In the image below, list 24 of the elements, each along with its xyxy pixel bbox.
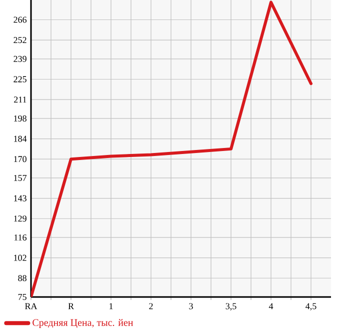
x-tick-label: 2 [149, 303, 153, 310]
y-tick-label: 102 [14, 254, 26, 261]
y-tick-label: 116 [14, 234, 27, 241]
y-tick-label: 225 [14, 76, 26, 82]
y-tick-label: 88 [18, 275, 26, 282]
y-tick-label: 143 [14, 195, 26, 202]
y-tick-label: 75 [18, 294, 26, 300]
y-tick-label: 184 [14, 136, 27, 142]
y-tick-label: 266 [14, 16, 27, 23]
y-tick-label: 157 [14, 174, 27, 181]
x-tick-label: R [68, 303, 74, 310]
x-tick-label: 1 [110, 303, 113, 310]
y-tick-label: 211 [14, 96, 26, 103]
x-tick-label: 4,5 [306, 303, 316, 311]
x-tick-label: 4 [268, 303, 274, 310]
y-tick-label: 198 [14, 115, 26, 122]
y-tick-label: 170 [14, 156, 26, 162]
x-tick-label: RA [25, 303, 38, 310]
x-tick-label: 3 [189, 303, 193, 310]
x-tick-label: 3,5 [226, 303, 236, 311]
y-tick-label: 252 [14, 37, 26, 44]
legend-label: Средняя Цена, тыс. йен [32, 319, 134, 328]
y-tick-label: 129 [14, 216, 26, 222]
y-tick-label: 239 [14, 56, 26, 62]
